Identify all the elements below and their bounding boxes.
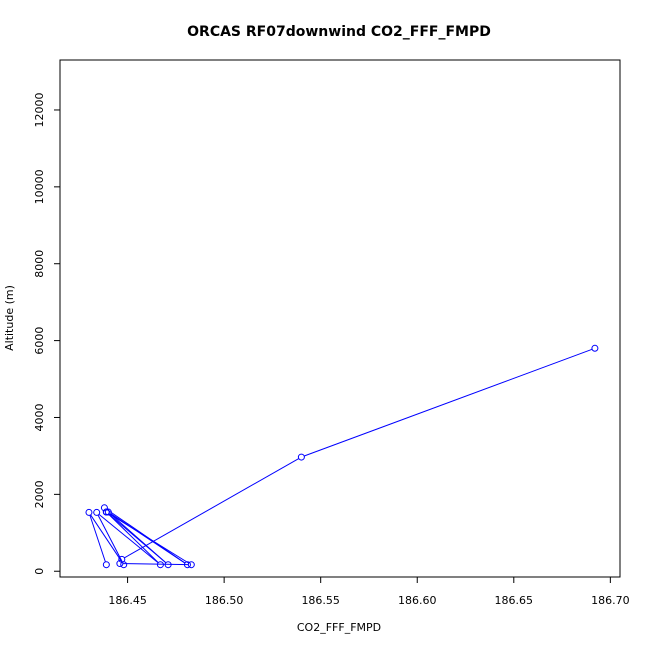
series-line-segment bbox=[97, 514, 123, 563]
x-tick-label: 186.70 bbox=[591, 594, 630, 607]
y-axis: 0 2000 4000 6000 8000 10000 12000 bbox=[33, 92, 61, 575]
data-point bbox=[85, 508, 93, 516]
data-point bbox=[183, 561, 191, 569]
data-point bbox=[120, 561, 128, 569]
y-tick-label: 8000 bbox=[33, 250, 46, 278]
y-tick-label: 2000 bbox=[33, 480, 46, 508]
series-line-segment bbox=[110, 513, 186, 564]
x-tick-label: 186.55 bbox=[301, 594, 340, 607]
x-axis: 186.45 186.50 186.55 186.60 186.65 186.70 bbox=[108, 576, 630, 607]
data-point bbox=[187, 561, 195, 569]
x-tick-label: 186.50 bbox=[205, 594, 244, 607]
data-point bbox=[102, 561, 110, 569]
series-line-segment bbox=[108, 513, 159, 563]
data-series bbox=[85, 344, 599, 569]
series-line-segment bbox=[122, 563, 189, 566]
chart-title: ORCAS RF07downwind CO2_FFF_FMPD bbox=[187, 24, 491, 40]
series-line-segment bbox=[304, 348, 593, 457]
x-tick-label: 186.65 bbox=[495, 594, 534, 607]
x-axis-label: CO2_FFF_FMPD bbox=[297, 621, 381, 634]
data-point bbox=[104, 508, 112, 516]
x-tick-label: 186.45 bbox=[108, 594, 147, 607]
data-point bbox=[297, 453, 305, 461]
data-point bbox=[93, 508, 101, 516]
data-point bbox=[164, 561, 172, 569]
plot-frame bbox=[59, 59, 621, 578]
y-tick-label: 10000 bbox=[33, 169, 46, 204]
x-tick-label: 186.60 bbox=[398, 594, 437, 607]
data-point bbox=[100, 504, 108, 512]
y-tick-label: 12000 bbox=[33, 92, 46, 127]
series-line-segment bbox=[124, 458, 300, 559]
data-point bbox=[116, 560, 124, 568]
series-line-segment bbox=[90, 514, 123, 563]
series-line-segment bbox=[89, 515, 106, 563]
y-axis-label: Altitude (m) bbox=[3, 285, 16, 351]
y-tick-label: 0 bbox=[33, 568, 46, 575]
data-point bbox=[591, 344, 599, 352]
y-tick-label: 6000 bbox=[33, 327, 46, 355]
y-tick-label: 4000 bbox=[33, 403, 46, 431]
series-line-segment bbox=[98, 513, 159, 564]
data-point bbox=[102, 508, 110, 516]
series-line-segment bbox=[108, 513, 167, 564]
data-point bbox=[156, 561, 164, 569]
